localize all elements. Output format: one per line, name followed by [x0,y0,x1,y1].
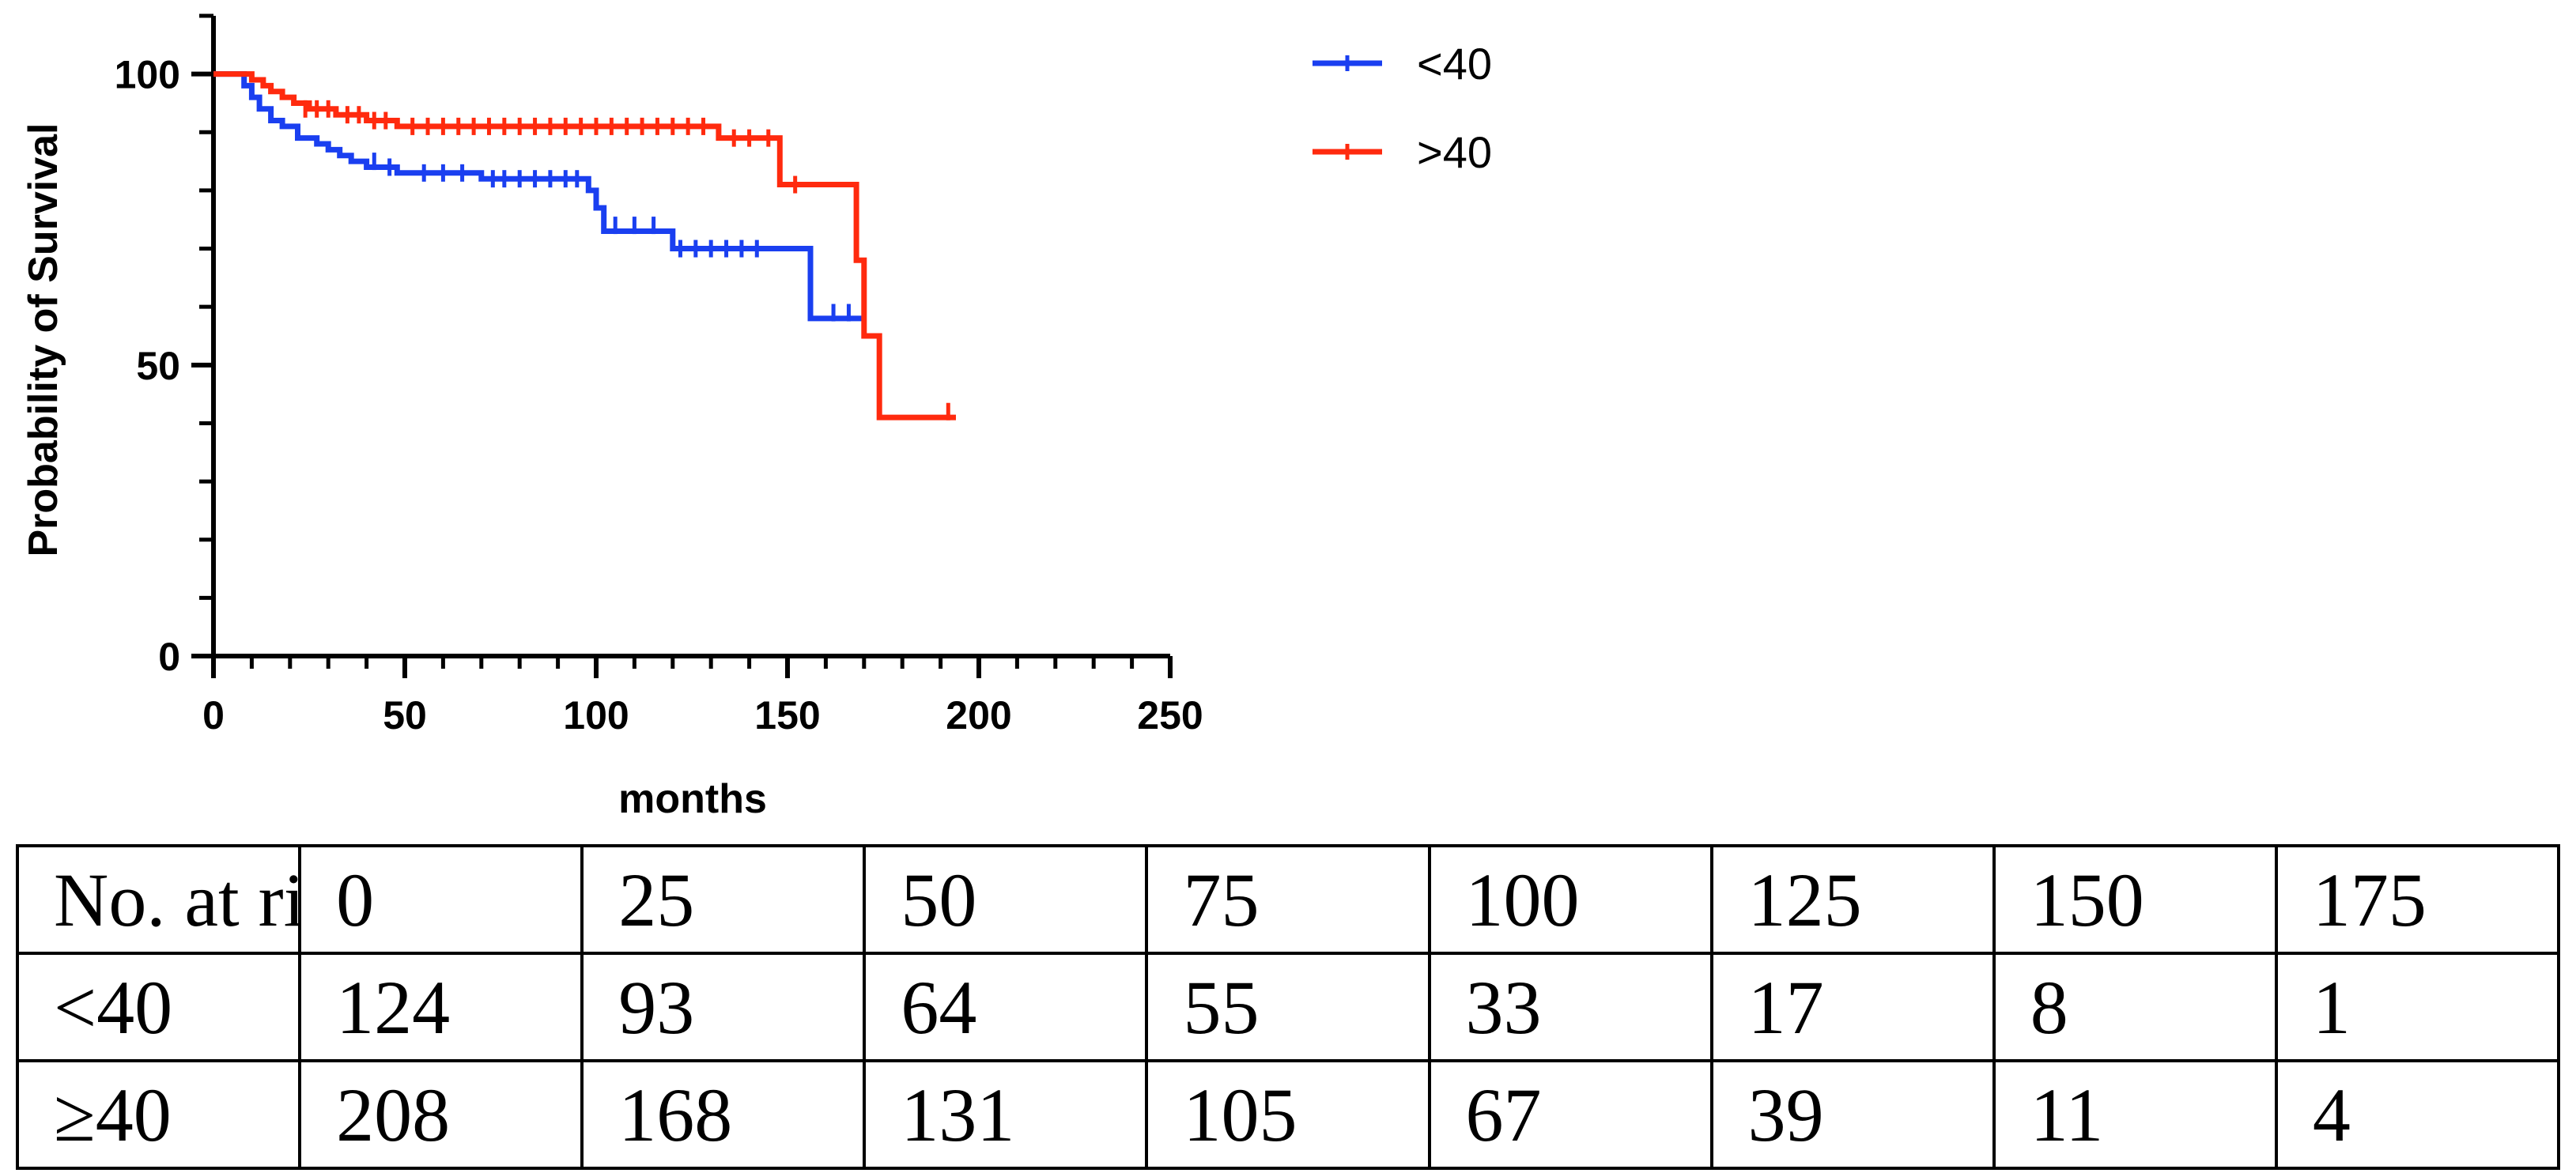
y-axis-title: Probability of Survival [21,123,66,556]
x-tick-label: 0 [202,693,225,737]
table-cell: 67 [1427,1059,1713,1170]
x-tick-label: 100 [563,693,629,737]
series-line-1 [213,71,956,421]
axes: 0 50 100 0 50 100 150 200 250 [115,13,1203,737]
x-tick-label: 50 [383,693,427,737]
table-cell: 125 [1709,844,1996,955]
legend-label-lt40: <40 [1417,39,1492,89]
table-cell: 4 [2274,1059,2561,1170]
table-cell: 131 [863,1059,1149,1170]
table-cell: 8 [1992,952,2278,1062]
table-row-ge40: ≥40 208 168 131 105 67 39 11 4 [15,1059,2561,1170]
table-cell: 1 [2274,952,2561,1062]
table-cell: 11 [1992,1059,2278,1170]
x-tick-label: 150 [754,693,820,737]
table-cell: 75 [1145,844,1431,955]
series-line-0 [213,71,864,322]
table-row-lt40: <40 124 93 64 55 33 17 8 1 [15,952,2561,1062]
x-tick-label: 250 [1137,693,1203,737]
number-at-risk-table: No. at risk 0 25 50 75 100 125 150 175 <… [15,844,2561,1170]
table-cell: 150 [1992,844,2278,955]
table-cell: No. at risk [15,844,302,955]
table-cell: 39 [1709,1059,1996,1170]
y-tick-label: 50 [136,344,180,388]
survival-curves [213,71,956,421]
y-tick-label: 100 [115,53,180,97]
table-cell: 168 [580,1059,867,1170]
table-cell: 25 [580,844,867,955]
table-cell: 50 [863,844,1149,955]
y-tick-label: 0 [158,635,180,679]
legend-label-gt40: >40 [1417,127,1492,177]
table-cell: 64 [863,952,1149,1062]
x-tick-label: 200 [946,693,1011,737]
table-cell: 0 [298,844,584,955]
legend: <40 >40 [1313,39,1492,177]
table-cell: <40 [15,952,302,1062]
table-cell: 93 [580,952,867,1062]
survival-plot: 0 50 100 0 50 100 150 200 250 <40 >40 Probabilit… [21,13,1492,822]
table-cell: 105 [1145,1059,1431,1170]
table-cell: 100 [1427,844,1713,955]
table-cell: 33 [1427,952,1713,1062]
table-cell: 124 [298,952,584,1062]
table-cell: ≥40 [15,1059,302,1170]
table-cell: 55 [1145,952,1431,1062]
table-cell: 208 [298,1059,584,1170]
table-cell: 17 [1709,952,1996,1062]
x-axis-title: months [618,776,767,822]
table-header-row: No. at risk 0 25 50 75 100 125 150 175 [15,844,2561,955]
table-cell: 175 [2274,844,2561,955]
